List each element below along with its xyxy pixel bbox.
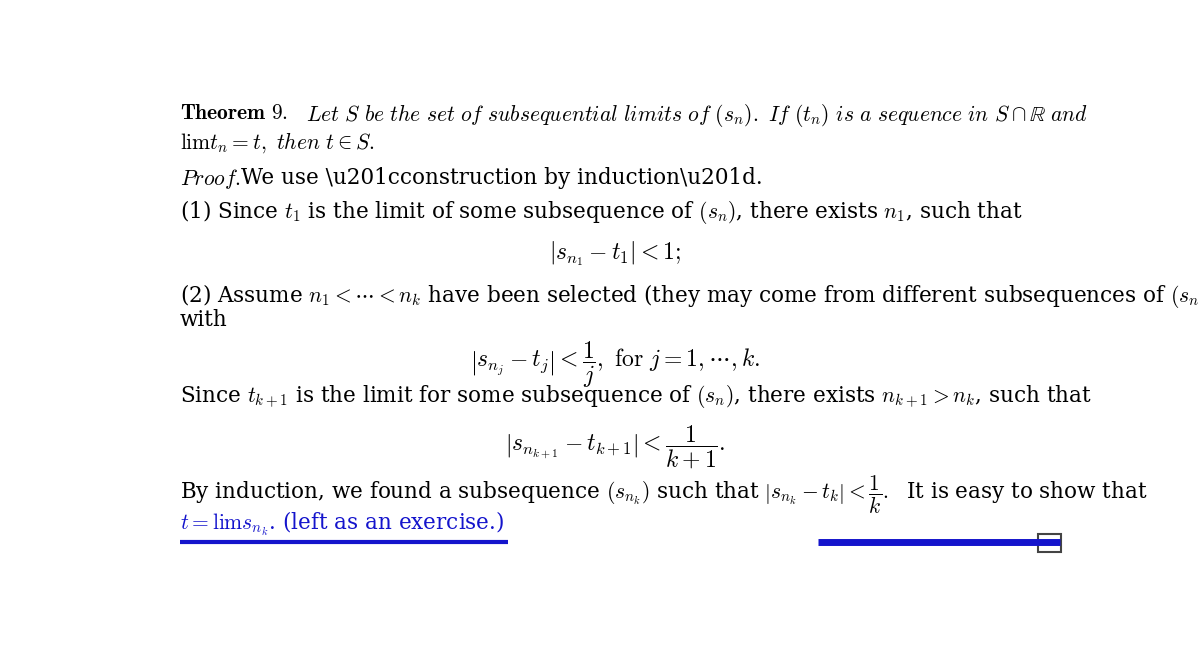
Text: $\left|s_{n_{k+1}} - t_{k+1}\right| < \dfrac{1}{k+1}.$: $\left|s_{n_{k+1}} - t_{k+1}\right| < \d… (505, 424, 725, 471)
Text: $t = \lim s_{n_k}$. (left as an exercise.): $t = \lim s_{n_k}$. (left as an exercise… (180, 510, 504, 538)
Text: Since $t_{k+1}$ is the limit for some subsequence of $(s_n)$, there exists $n_{k: Since $t_{k+1}$ is the limit for some su… (180, 382, 1092, 410)
Text: $\left|s_{n_j} - t_j\right| < \dfrac{1}{j},\ \mathrm{for}\ j = 1,\cdots,k.$: $\left|s_{n_j} - t_j\right| < \dfrac{1}{… (470, 339, 760, 389)
Text: $\mathit{Let}\ S\ \mathit{be\ the\ set\ of\ subsequential\ limits\ of}\ (s_n).\ : $\mathit{Let}\ S\ \mathit{be\ the\ set\ … (306, 102, 1088, 129)
Text: (1) Since $t_1$ is the limit of some subsequence of $(s_n)$, there exists $n_1$,: (1) Since $t_1$ is the limit of some sub… (180, 198, 1022, 226)
Text: with: with (180, 309, 228, 331)
Text: (2) Assume $n_1 < \cdots < n_k$ have been selected (they may come from different: (2) Assume $n_1 < \cdots < n_k$ have bee… (180, 282, 1200, 310)
Bar (1038, 534, 1062, 552)
Text: $\mathit{Proof.}$: $\mathit{Proof.}$ (180, 168, 241, 192)
Text: $\lim t_n = t,\ \mathit{then}\ t\in S.$: $\lim t_n = t,\ \mathit{then}\ t\in S.$ (180, 130, 374, 155)
Text: $\mathbf{Theorem\ 9.}$: $\mathbf{Theorem\ 9.}$ (180, 102, 288, 124)
Text: By induction, we found a subsequence $(s_{n_k})$ such that $\left|s_{n_k} - t_k\: By induction, we found a subsequence $(s… (180, 474, 1147, 516)
Text: $|s_{n_1} - t_1| < 1;$: $|s_{n_1} - t_1| < 1;$ (548, 239, 682, 268)
Text: We use \u201cconstruction by induction\u201d.: We use \u201cconstruction by induction\u… (241, 168, 763, 190)
